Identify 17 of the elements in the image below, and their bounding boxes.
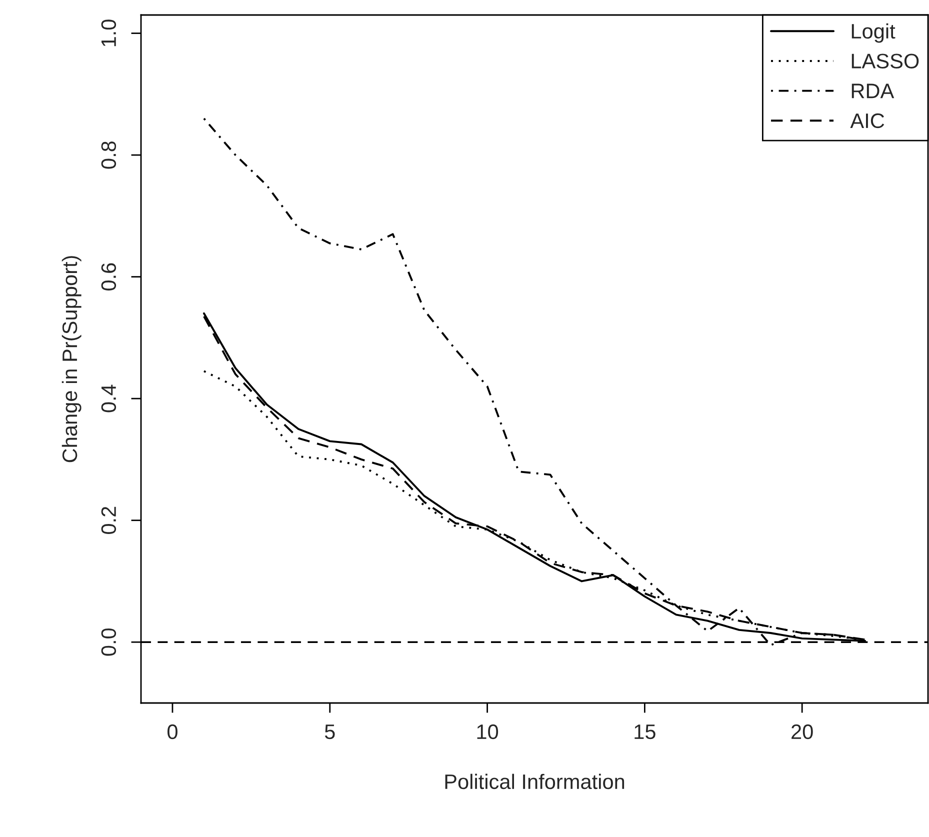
legend-label: AIC: [850, 113, 884, 128]
x-tick-label: 10: [477, 724, 498, 740]
x-tick-label: 20: [792, 724, 813, 740]
y-tick-label: 1.0: [101, 20, 116, 46]
y-tick-label: 0.8: [101, 141, 116, 169]
x-tick-label: 5: [324, 724, 335, 740]
x-tick-label: 0: [168, 724, 178, 740]
y-tick-label: 0.0: [101, 628, 116, 656]
y-tick-label: 0.4: [101, 384, 116, 412]
legend-label: RDA: [852, 84, 894, 98]
legend-label: Logit: [852, 23, 896, 43]
x-tick-label: 15: [634, 724, 656, 740]
x-axis-title: Political Information: [445, 774, 624, 790]
y-axis-title: Change in Pr(Support): [62, 256, 82, 462]
legend-label: LASSO: [852, 54, 919, 68]
y-tick-label: 0.2: [101, 506, 116, 534]
y-tick-label: 0.6: [101, 263, 116, 290]
